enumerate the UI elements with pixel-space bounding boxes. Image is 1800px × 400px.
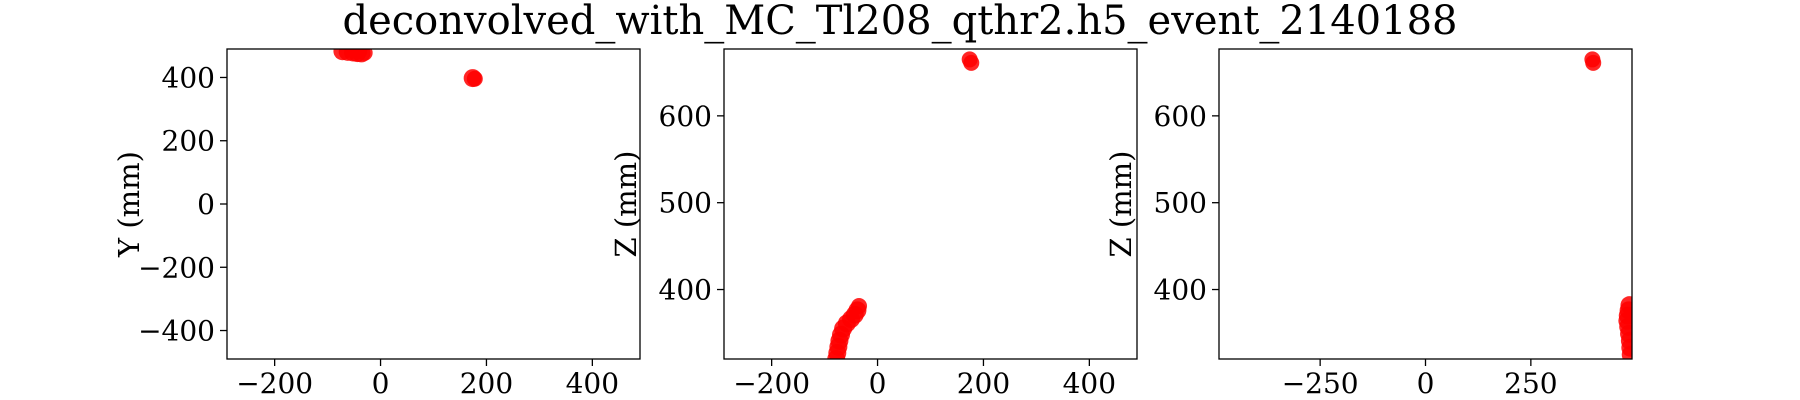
y-tick-label: 400 [1154,274,1207,307]
y-tick-label: 500 [1154,187,1207,220]
data-point [963,54,980,71]
x-axis-label: X (mm) [877,398,985,400]
x-tick-label: 200 [957,367,1010,400]
x-tick-label: 400 [1063,367,1116,400]
y-tick-label: 600 [1154,100,1207,133]
data-point [851,298,868,315]
y-axis-label: Y (mm) [112,151,146,258]
x-tick-label: 0 [372,367,390,400]
x-axis-label: Y (mm) [1372,398,1479,400]
y-tick-label: 600 [659,100,712,133]
x-tick-label: −200 [236,367,313,400]
data-points [1584,51,1632,359]
y-tick-label: 0 [197,188,215,221]
y-tick-label: −400 [138,315,215,348]
y-tick-label: 400 [659,274,712,307]
x-axis-label: X (mm) [380,398,488,400]
y-tick-label: −200 [138,251,215,284]
chart-title: deconvolved_with_MC_Tl208_qthr2.h5_event… [343,0,1458,44]
x-tick-label: −250 [1282,367,1359,400]
data-points [827,51,980,359]
y-tick-label: 200 [162,125,215,158]
subplot-1: −200 0 200 400 −400 −200 0 200 400 Y (mm) X (mm) [112,48,641,400]
subplot-3: −250 0 250 400 500 600 Z (mm) Y (mm) [1104,48,1633,400]
y-tick-label: 400 [162,61,215,94]
subplot-2: −200 0 200 400 400 500 600 Z (mm) X (mm) [609,48,1138,400]
x-tick-label: 0 [869,367,887,400]
data-point [351,49,368,59]
data-point [1621,345,1632,359]
x-tick-label: 200 [460,367,513,400]
axes-frame [226,48,641,360]
y-tick-label: 500 [659,187,712,220]
axes-frame [723,48,1138,360]
data-point [466,70,483,87]
x-tick-label: −200 [733,367,810,400]
data-points [333,49,483,88]
x-tick-label: 400 [566,367,619,400]
data-point [1585,54,1602,71]
x-tick-label: 250 [1504,367,1557,400]
y-axis-label: Z (mm) [1104,151,1138,258]
axes-frame [1218,48,1633,360]
x-tick-label: 0 [1417,367,1435,400]
y-axis-label: Z (mm) [609,151,643,258]
